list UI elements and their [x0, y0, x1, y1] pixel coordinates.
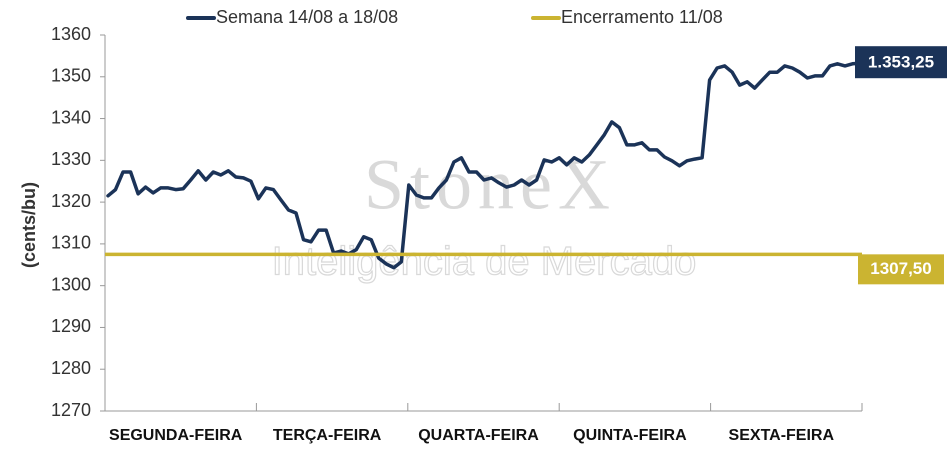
reference-label-box	[858, 254, 944, 285]
x-tick-label: TERÇA-FEIRA	[273, 427, 382, 444]
watermark-brand: StoneX	[364, 145, 616, 225]
watermark-subtitle: Inteligência de Mercado	[272, 240, 697, 284]
reference-label: 1307,50	[870, 259, 931, 278]
end-label-box	[855, 46, 947, 79]
y-tick-label: 1330	[51, 149, 91, 169]
series-line	[106, 61, 862, 270]
y-tick-label: 1290	[51, 316, 91, 336]
y-tick-label: 1360	[51, 24, 91, 44]
x-tick-label: SEGUNDA-FEIRA	[109, 427, 243, 444]
end-label: 1.353,25	[868, 53, 934, 72]
legend-label: Encerramento 11/08	[561, 7, 723, 27]
y-tick-label: 1280	[51, 358, 91, 378]
x-tick-label: QUINTA-FEIRA	[573, 427, 687, 444]
y-tick-label: 1310	[51, 233, 91, 253]
y-tick-label: 1300	[51, 274, 91, 294]
y-tick-label: 1340	[51, 107, 91, 127]
x-tick-label: SEXTA-FEIRA	[729, 427, 835, 444]
y-axis-label: (cents/bu)	[19, 182, 39, 268]
y-tick-label: 1270	[51, 400, 91, 420]
y-tick-label: 1350	[51, 66, 91, 86]
legend-label: Semana 14/08 a 18/08	[216, 7, 398, 27]
y-tick-label: 1320	[51, 191, 91, 211]
x-tick-label: QUARTA-FEIRA	[418, 427, 539, 444]
